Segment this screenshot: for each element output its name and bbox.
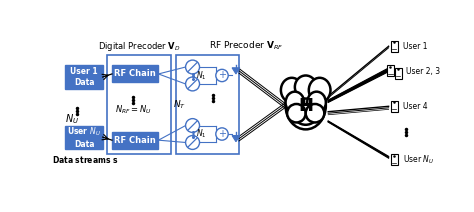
Ellipse shape	[287, 104, 306, 123]
Circle shape	[216, 128, 228, 140]
FancyBboxPatch shape	[107, 56, 171, 154]
Circle shape	[186, 60, 200, 74]
Text: User 4: User 4	[402, 102, 427, 111]
Ellipse shape	[309, 78, 330, 102]
FancyBboxPatch shape	[112, 132, 158, 149]
FancyBboxPatch shape	[175, 56, 239, 154]
Ellipse shape	[294, 105, 317, 125]
Text: $N_1$: $N_1$	[196, 128, 206, 140]
Text: $N_U$: $N_U$	[64, 112, 79, 126]
Text: RF Precoder $\mathbf{V}_{RF}$: RF Precoder $\mathbf{V}_{RF}$	[209, 40, 283, 53]
Text: User $N_U$: User $N_U$	[402, 153, 434, 166]
Text: +: +	[218, 70, 226, 80]
Text: Data streams $\mathbf{s}$: Data streams $\mathbf{s}$	[52, 154, 119, 165]
Text: User $N_U$
Data: User $N_U$ Data	[67, 126, 101, 149]
Polygon shape	[232, 135, 240, 142]
Text: RF Chain: RF Chain	[114, 70, 156, 78]
Ellipse shape	[295, 75, 317, 99]
Text: +: +	[218, 129, 226, 139]
Text: $N_{RF}=N_U$: $N_{RF}=N_U$	[115, 103, 151, 116]
FancyBboxPatch shape	[395, 68, 402, 79]
Ellipse shape	[281, 78, 302, 102]
Text: User 1
Data: User 1 Data	[70, 67, 98, 87]
Ellipse shape	[285, 92, 304, 113]
Text: RF Chain: RF Chain	[114, 136, 156, 145]
FancyBboxPatch shape	[112, 66, 158, 82]
Text: $N_1$: $N_1$	[196, 69, 206, 82]
Circle shape	[186, 119, 200, 132]
FancyBboxPatch shape	[65, 126, 103, 149]
Ellipse shape	[306, 104, 324, 123]
Text: User 2, 3: User 2, 3	[406, 67, 440, 76]
Text: $\mathbf{H}$: $\mathbf{H}$	[298, 96, 313, 114]
Circle shape	[216, 69, 228, 82]
Text: Digital Precoder $\mathbf{V}_D$: Digital Precoder $\mathbf{V}_D$	[98, 40, 181, 53]
FancyBboxPatch shape	[391, 101, 398, 112]
Ellipse shape	[285, 82, 326, 129]
FancyBboxPatch shape	[387, 66, 394, 76]
FancyBboxPatch shape	[391, 154, 398, 165]
Text: User 1: User 1	[402, 42, 427, 51]
FancyBboxPatch shape	[65, 66, 103, 89]
Text: $N_T$: $N_T$	[173, 99, 186, 111]
FancyBboxPatch shape	[391, 41, 398, 52]
Circle shape	[186, 77, 200, 91]
Polygon shape	[232, 68, 240, 74]
Ellipse shape	[307, 92, 326, 113]
Circle shape	[186, 135, 200, 149]
